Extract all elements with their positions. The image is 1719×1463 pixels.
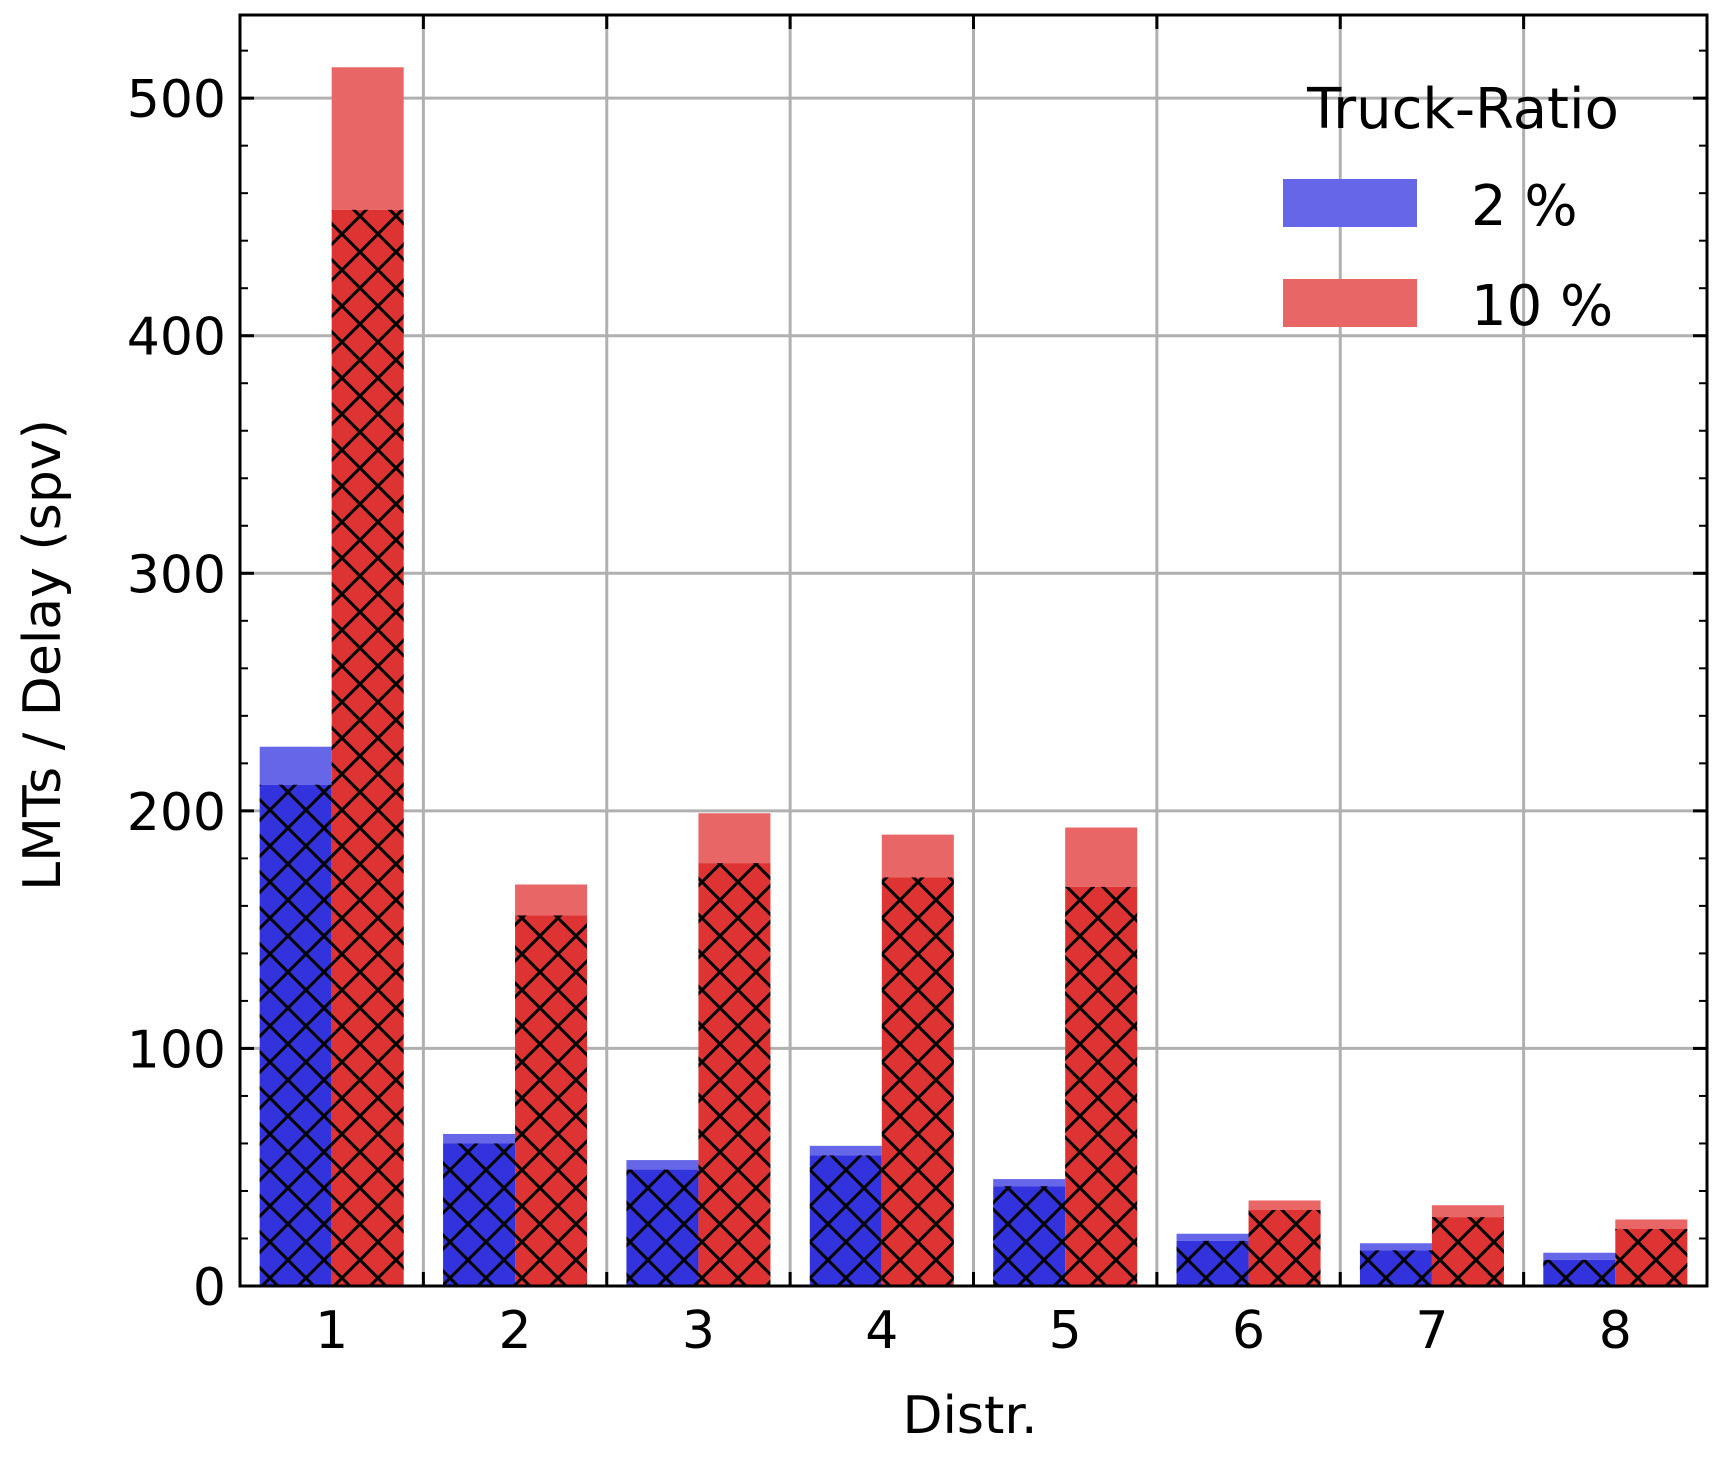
bar-hatch-pattern [881, 877, 954, 1286]
y-tick-label: 0 [193, 1258, 226, 1318]
bar-total-2pct-2 [443, 1133, 516, 1144]
bar-total-10pct-2 [515, 884, 588, 916]
bar-total-2pct-3 [626, 1160, 699, 1170]
bar-total-10pct-4 [881, 834, 954, 878]
x-axis-label: Distr. [902, 1386, 1037, 1446]
bar-total-10pct-3 [698, 813, 771, 864]
x-tick-label: 4 [865, 1301, 898, 1361]
bar-hatch-pattern [331, 209, 404, 1286]
axes [238, 13, 1709, 1288]
bar-hatch-pattern [1543, 1259, 1616, 1286]
x-tick-label: 6 [1232, 1301, 1265, 1361]
bar-total-2pct-4 [809, 1145, 882, 1156]
bar-hatch-pattern [698, 863, 771, 1286]
x-tick-label: 3 [682, 1301, 715, 1361]
bar-hatch-pattern [1176, 1240, 1249, 1286]
bar-total-2pct-6 [1176, 1233, 1249, 1241]
legend-title: Truck-Ratio [1306, 77, 1619, 142]
x-tick-label: 1 [315, 1301, 348, 1361]
bar-hatch-pattern [626, 1169, 699, 1286]
bars [259, 67, 1688, 1286]
legend-swatch-10-percent [1283, 279, 1417, 327]
y-tick-label: 400 [127, 308, 226, 368]
x-tick-label: 5 [1049, 1301, 1082, 1361]
bar-hatch-pattern [1431, 1217, 1504, 1286]
bar-hatch-pattern [993, 1186, 1066, 1286]
bar-total-10pct-1 [331, 67, 404, 210]
tick-labels: 0 100 200 300 400 500 1 2 3 4 5 6 7 8 [127, 70, 1632, 1361]
bar-hatch-pattern [515, 915, 588, 1286]
bar-hatch-pattern [1248, 1209, 1321, 1286]
bar-total-2pct-8 [1543, 1252, 1616, 1260]
y-tick-label: 300 [127, 545, 226, 605]
x-tick-label: 2 [499, 1301, 532, 1361]
y-axis-label: LMTs / Delay (spv) [13, 419, 73, 891]
grid-lines [240, 15, 1707, 1288]
legend: Truck-Ratio 2 % 10 % [1283, 77, 1619, 339]
bar-total-2pct-5 [993, 1179, 1066, 1187]
bar-total-10pct-8 [1615, 1219, 1688, 1229]
legend-label-10-percent: 10 % [1471, 274, 1613, 339]
bar-hatch-pattern [259, 784, 332, 1286]
bar-total-10pct-7 [1431, 1205, 1504, 1218]
legend-swatch-2-percent [1283, 179, 1417, 227]
plot-frame [238, 13, 1709, 1288]
bar-hatch-pattern [1615, 1228, 1688, 1286]
bar-hatch-pattern [809, 1155, 882, 1286]
bar-hatch-pattern [443, 1143, 516, 1286]
bar-hatch-pattern [1359, 1250, 1432, 1286]
bar-total-10pct-5 [1065, 827, 1138, 887]
y-tick-label: 500 [127, 70, 226, 130]
x-tick-label: 8 [1599, 1301, 1632, 1361]
bar-total-10pct-6 [1248, 1200, 1321, 1210]
y-tick-label: 200 [127, 783, 226, 843]
bar-total-2pct-7 [1359, 1243, 1432, 1251]
x-tick-label: 7 [1415, 1301, 1448, 1361]
bar-total-2pct-1 [259, 746, 332, 785]
y-tick-label: 100 [127, 1020, 226, 1080]
bar-hatch-pattern [1065, 886, 1138, 1286]
legend-label-2-percent: 2 % [1471, 174, 1578, 239]
